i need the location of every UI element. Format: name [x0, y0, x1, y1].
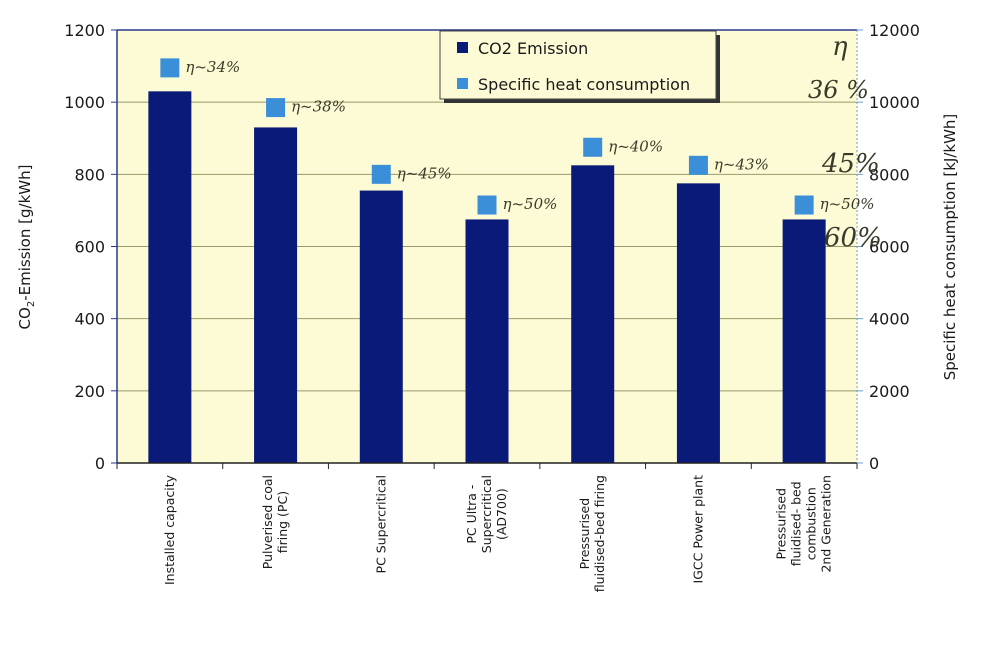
category-label-line: 2nd Generation [819, 475, 834, 573]
legend-swatch-co2 [457, 42, 468, 53]
right-axis-title: Specific heat consumption [kJ/kWh] [941, 114, 959, 381]
efficiency-label: η~43% [714, 155, 769, 173]
category-label-line: (AD700) [494, 488, 509, 540]
bar-co2-emission [782, 219, 826, 463]
category-label: IGCC Power plant [690, 475, 705, 584]
right-tick-label: 10000 [869, 93, 920, 112]
category-label-line: PC Supercritical [373, 475, 388, 573]
category-label-line: combustion [804, 487, 819, 560]
marker-heat-consumption [160, 58, 180, 78]
category-label-line: Supercritical [479, 475, 494, 553]
right-tick-label: 8000 [869, 165, 910, 184]
efficiency-label: η~38% [291, 98, 346, 116]
left-axis-title-pre: CO [16, 307, 34, 329]
efficiency-annotations: η~34% η~38% η~45% η~50% η~40% η~43% η~50% [185, 58, 874, 213]
efficiency-label: η~50% [503, 195, 558, 213]
margin-note-45: 45% [821, 149, 880, 179]
category-label-line: fluidised- bed [789, 481, 804, 566]
margin-notes: η 36 % 45% 60% [808, 32, 882, 253]
category-label-line: firing (PC) [275, 491, 290, 553]
right-tick-label: 12000 [869, 21, 920, 40]
marker-series [160, 58, 814, 215]
margin-note-eta: η [832, 32, 848, 62]
category-label: Installed capacity [162, 474, 177, 585]
left-tick-label: 800 [74, 165, 105, 184]
bar-series [148, 91, 826, 464]
efficiency-label: η~45% [397, 164, 452, 182]
bar-co2-emission [359, 190, 403, 463]
margin-note-36: 36 % [808, 76, 869, 104]
bar-co2-emission [254, 127, 298, 464]
right-tick-label: 4000 [869, 310, 910, 329]
marker-heat-consumption [266, 98, 286, 118]
left-axis-title-sub: 2 [26, 301, 37, 307]
left-tick-label: 600 [74, 238, 105, 257]
category-label-line: IGCC Power plant [690, 475, 705, 584]
category-label-line: Installed capacity [162, 474, 177, 585]
category-label: Pressurised fluidised-bed firing [577, 475, 607, 592]
legend-swatch-heat [457, 78, 468, 89]
legend-label-co2: CO2 Emission [478, 39, 588, 58]
marker-heat-consumption [477, 195, 497, 215]
category-label-line: Pulverised coal [260, 475, 275, 569]
category-label-line: Pressurised [774, 488, 789, 560]
bar-co2-emission [571, 165, 615, 463]
marker-heat-consumption [688, 155, 708, 175]
right-tick-label: 0 [869, 454, 879, 473]
left-tick-label: 0 [95, 454, 105, 473]
left-tick-label: 400 [74, 310, 105, 329]
left-axis-title: CO2-Emission [g/kWh] [16, 165, 37, 330]
legend-box [439, 30, 717, 100]
margin-note-60: 60% [824, 223, 882, 253]
right-tick-label: 6000 [869, 238, 910, 257]
bar-co2-emission [148, 91, 192, 463]
category-label-line: fluidised-bed firing [592, 475, 607, 592]
category-label-line: PC Ultra - [464, 485, 479, 544]
category-label: PC Supercritical [373, 475, 388, 573]
right-axis-ticks: 0 2000 4000 6000 8000 10000 12000 [857, 21, 920, 473]
left-axis-title-post: -Emission [g/kWh] [16, 165, 34, 301]
bar-co2-emission [465, 219, 509, 463]
category-label-line: Pressurised [577, 498, 592, 570]
legend-label-heat: Specific heat consumption [478, 75, 690, 94]
efficiency-label: η~34% [185, 58, 240, 76]
category-label: Pressurised fluidised- bed combustion 2nd G… [774, 475, 834, 573]
left-axis-ticks: 0 200 400 600 800 1000 1200 [64, 21, 117, 473]
category-label: Pulverised coal firing (PC) [260, 475, 290, 569]
marker-heat-consumption [371, 164, 391, 184]
efficiency-label: η~50% [820, 195, 875, 213]
legend: CO2 Emission Specific heat consumption [439, 30, 720, 103]
left-tick-label: 1200 [64, 21, 105, 40]
efficiency-label: η~40% [608, 137, 663, 155]
category-label: PC Ultra - Supercritical (AD700) [464, 475, 509, 553]
right-tick-label: 2000 [869, 382, 910, 401]
bar-co2-emission [676, 183, 720, 463]
left-tick-label: 200 [74, 382, 105, 401]
marker-heat-consumption [794, 195, 814, 215]
marker-heat-consumption [583, 137, 603, 157]
category-labels: Installed capacity Pulverised coal firing … [162, 474, 834, 592]
left-tick-label: 1000 [64, 93, 105, 112]
